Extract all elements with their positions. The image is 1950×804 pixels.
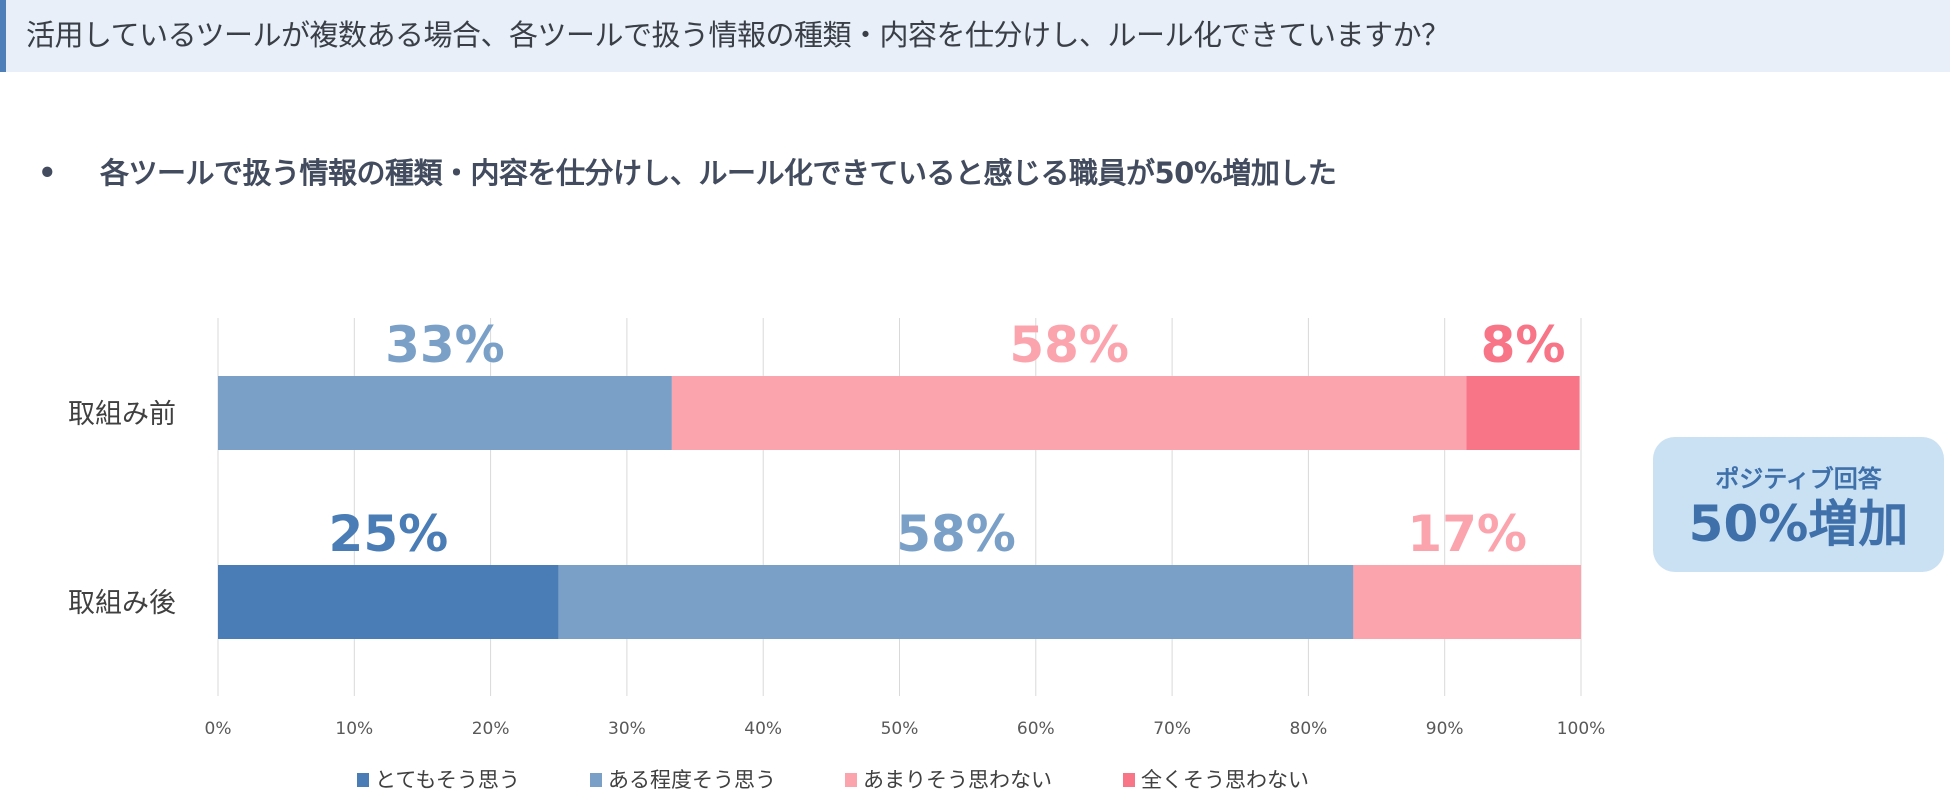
x-tick-label: 50% [881, 719, 919, 739]
data-label: 8% [1481, 316, 1566, 374]
bar-segment [558, 565, 1354, 639]
x-tick-label: 30% [608, 719, 646, 739]
summary-line: • 各ツールで扱う情報の種類・内容を仕分けし、ルール化できていると感じる職員が50… [38, 150, 1337, 192]
legend-swatch [357, 773, 369, 787]
x-tick-label: 80% [1290, 719, 1328, 739]
bar-segment [671, 376, 1467, 450]
data-label: 58% [896, 505, 1016, 563]
bar-segment [218, 565, 559, 639]
x-tick-label: 10% [335, 719, 373, 739]
x-tick-label: 90% [1426, 719, 1464, 739]
bullet-icon: • [38, 156, 57, 190]
header-accent-bar [0, 0, 6, 72]
x-tick-label: 40% [744, 719, 782, 739]
category-label: 取組み後 [68, 588, 176, 619]
callout-label: ポジティブ回答 [1715, 465, 1882, 493]
legend-label: あまりそう思わない [863, 768, 1052, 792]
x-tick-label: 20% [472, 719, 510, 739]
question-header: 活用しているツールが複数ある場合、各ツールで扱う情報の種類・内容を仕分けし、ルー… [0, 0, 1950, 72]
category-label: 取組み前 [68, 399, 176, 430]
x-tick-label: 0% [205, 719, 232, 739]
x-tick-label: 60% [1017, 719, 1055, 739]
x-tick-label: 70% [1153, 719, 1191, 739]
question-title: 活用しているツールが複数ある場合、各ツールで扱う情報の種類・内容を仕分けし、ルー… [26, 18, 1450, 52]
positive-response-callout: ポジティブ回答 50%増加 [1653, 437, 1944, 572]
x-tick-label: 100% [1557, 719, 1606, 739]
data-label: 17% [1407, 505, 1527, 563]
callout-value: 50%増加 [1688, 495, 1909, 553]
data-label: 33% [385, 316, 505, 374]
bar-segment [218, 376, 672, 450]
legend-label: ある程度そう思う [608, 768, 776, 792]
legend-swatch [590, 773, 602, 787]
bar-segment [1466, 376, 1580, 450]
data-label: 25% [329, 505, 449, 563]
legend-label: 全くそう思わない [1141, 768, 1309, 792]
legend-swatch [845, 773, 857, 787]
bar-segment [1353, 565, 1581, 639]
legend-swatch [1123, 773, 1135, 787]
summary-text: 各ツールで扱う情報の種類・内容を仕分けし、ルール化できていると感じる職員が50%… [100, 156, 1337, 190]
data-label: 58% [1009, 316, 1129, 374]
legend-label: とてもそう思う [375, 768, 520, 792]
